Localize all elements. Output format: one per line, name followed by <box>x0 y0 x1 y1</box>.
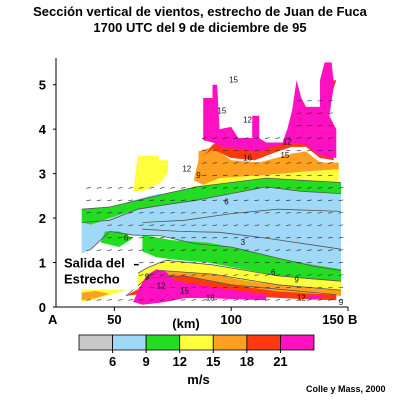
speed-band-16 <box>133 269 267 305</box>
speed-band-12 <box>147 270 341 296</box>
chart-title: Sección vertical de vientos, estrecho de… <box>33 4 367 19</box>
colorbar-swatch-5 <box>246 334 281 351</box>
contour-line-0 <box>81 186 342 223</box>
colorbar-tick-label: 18 <box>240 354 254 369</box>
contour-line-6 <box>142 208 342 223</box>
annotation-box <box>62 255 138 290</box>
colorbar-swatch-6 <box>280 334 315 351</box>
speed-band-17 <box>303 295 325 300</box>
colorbar-tick-label: 21 <box>273 354 287 369</box>
colorbar-tick-label: 9 <box>143 354 150 369</box>
plot-area: 15 15 12 12 16 15 12 9 6 3 6 9 12 15 18 12 9 6 9 <box>81 62 344 307</box>
colorbar-tick-label: 12 <box>172 354 186 369</box>
chart-subtitle: 1700 UTC del 9 de diciembre de 95 <box>93 20 307 35</box>
contour-label-11: 9 <box>145 272 150 281</box>
contour-label-18: 9 <box>294 276 299 285</box>
contour-line-2 <box>90 230 342 271</box>
contour-line-5 <box>125 275 337 297</box>
colorbar-unit-label: m/s <box>187 372 209 387</box>
y-tick-label: 4 <box>39 122 47 137</box>
annotation-line1: Salida del <box>64 256 125 271</box>
y-tick-label: 5 <box>39 78 46 93</box>
wind-vectors: 15 15 12 12 16 15 12 9 6 3 6 9 12 15 18 12 9 6 9 <box>86 75 344 307</box>
contour-label-10: 6 <box>124 233 129 242</box>
speed-band-10 <box>193 146 339 185</box>
colorbar: 6 9 12 15 18 21 m/s <box>78 334 315 387</box>
colorbar-swatch-1 <box>112 334 147 351</box>
contour-label-17: 6 <box>271 268 276 277</box>
annotation-line2: Estrecho <box>64 272 120 287</box>
contour-label-6: 12 <box>182 164 191 173</box>
colorbar-tick-label: 6 <box>109 354 116 369</box>
section-start-label: A <box>48 312 58 327</box>
colorbar-swatch-0 <box>78 334 113 351</box>
colorbar-tick-label: 15 <box>206 354 220 369</box>
contour-label-1: 15 <box>217 107 226 116</box>
contour-label-3: 12 <box>283 138 292 147</box>
x-tick-label: 100 <box>220 312 242 327</box>
speed-band-11 <box>81 291 110 301</box>
contour-label-2: 12 <box>243 115 252 124</box>
speed-band-4 <box>100 231 134 247</box>
colorbar-swatch-4 <box>212 334 248 351</box>
contour-label-14: 18 <box>206 293 215 302</box>
x-tick-label: 150 <box>322 312 344 327</box>
credit-text: Colle y Mass, 2000 <box>306 384 386 394</box>
contour-label-13: 15 <box>180 287 189 296</box>
contour-line-4 <box>146 270 342 291</box>
speed-band-6 <box>142 235 341 283</box>
x-tick-label: 50 <box>107 312 121 327</box>
y-tick-label: 2 <box>39 211 46 226</box>
contour-label-12: 12 <box>157 281 166 290</box>
x-axis-label: (km) <box>172 316 199 331</box>
contour-label-4: 16 <box>243 153 252 162</box>
contour-label-5: 15 <box>280 151 289 160</box>
speed-band-15 <box>203 62 337 158</box>
contour-label-9: 3 <box>241 238 246 247</box>
y-tick-label: 0 <box>39 300 46 315</box>
speed-band-7 <box>81 260 341 302</box>
contour-label-16: 9 <box>339 298 344 307</box>
colorbar-swatch-3 <box>179 334 214 351</box>
contour-label-8: 6 <box>224 198 229 207</box>
y-tick-label: 3 <box>39 167 46 182</box>
contour-label-0: 15 <box>229 75 238 84</box>
contour-label-7: 9 <box>196 171 201 180</box>
section-end-label: B <box>348 312 357 327</box>
contour-label-15: 12 <box>297 293 306 302</box>
contour-line-7 <box>142 228 342 250</box>
y-tick-label: 1 <box>39 256 46 271</box>
colorbar-swatch-2 <box>145 334 181 351</box>
speed-band-8 <box>133 155 169 192</box>
contour-line-1 <box>81 177 342 210</box>
